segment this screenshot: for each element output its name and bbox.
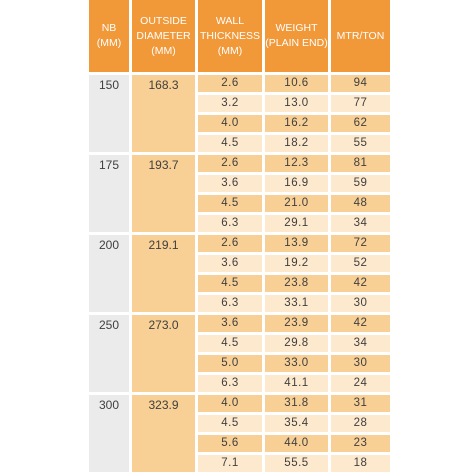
weight-cell: 23.8 bbox=[265, 275, 328, 292]
weight-cell: 44.0 bbox=[265, 435, 328, 452]
header-mtr-per-ton: MTR/TON bbox=[331, 0, 390, 72]
nb-group: 300 323.9 4.0 4.5 5.6 7.1 31.8 35.4 44.0 55.5 31 28… bbox=[89, 395, 452, 472]
wall-thickness-cell: 5.6 bbox=[198, 435, 262, 452]
wall-thickness-column: 2.6 3.6 4.5 6.3 bbox=[198, 155, 262, 232]
weight-column: 31.8 35.4 44.0 55.5 bbox=[265, 395, 328, 472]
weight-cell: 12.3 bbox=[265, 155, 328, 172]
nb-cell: 250 bbox=[89, 315, 129, 392]
weight-cell: 13.0 bbox=[265, 95, 328, 112]
nb-cell: 175 bbox=[89, 155, 129, 232]
mtr-per-ton-cell: 30 bbox=[331, 295, 390, 312]
wall-thickness-cell: 4.0 bbox=[198, 395, 262, 412]
outside-diameter-cell: 323.9 bbox=[132, 395, 195, 472]
wall-thickness-cell: 2.6 bbox=[198, 75, 262, 92]
mtr-per-ton-cell: 18 bbox=[331, 455, 390, 472]
weight-cell: 23.9 bbox=[265, 315, 328, 332]
weight-cell: 10.6 bbox=[265, 75, 328, 92]
nb-group: 200 219.1 2.6 3.6 4.5 6.3 13.9 19.2 23.8 33.1 72 52… bbox=[89, 235, 452, 312]
mtr-per-ton-cell: 34 bbox=[331, 335, 390, 352]
mtr-per-ton-cell: 28 bbox=[331, 415, 390, 432]
weight-cell: 13.9 bbox=[265, 235, 328, 252]
wall-thickness-column: 2.6 3.6 4.5 6.3 bbox=[198, 235, 262, 312]
table-header: NB (mm) OUTSIDE DIAMETER (mm) WALL THICK… bbox=[89, 0, 452, 72]
weight-cell: 31.8 bbox=[265, 395, 328, 412]
mtr-per-ton-cell: 42 bbox=[331, 315, 390, 332]
wall-thickness-cell: 4.0 bbox=[198, 115, 262, 132]
weight-cell: 16.2 bbox=[265, 115, 328, 132]
wall-thickness-cell: 7.1 bbox=[198, 455, 262, 472]
header-wall-thickness: WALL THICKNESS (mm) bbox=[198, 0, 262, 72]
outside-diameter-cell: 193.7 bbox=[132, 155, 195, 232]
wall-thickness-cell: 6.3 bbox=[198, 215, 262, 232]
wall-thickness-cell: 5.0 bbox=[198, 355, 262, 372]
mtr-per-ton-cell: 30 bbox=[331, 355, 390, 372]
weight-column: 10.6 13.0 16.2 18.2 bbox=[265, 75, 328, 152]
mtr-per-ton-cell: 72 bbox=[331, 235, 390, 252]
weight-cell: 33.0 bbox=[265, 355, 328, 372]
mtr-per-ton-column: 94 77 62 55 bbox=[331, 75, 390, 152]
wall-thickness-cell: 4.5 bbox=[198, 275, 262, 292]
mtr-per-ton-column: 72 52 42 30 bbox=[331, 235, 390, 312]
nb-cell: 300 bbox=[89, 395, 129, 472]
header-weight: WEIGHT (PLAIN END) bbox=[265, 0, 328, 72]
mtr-per-ton-cell: 42 bbox=[331, 275, 390, 292]
mtr-per-ton-cell: 59 bbox=[331, 175, 390, 192]
mtr-per-ton-column: 81 59 48 34 bbox=[331, 155, 390, 232]
mtr-per-ton-cell: 62 bbox=[331, 115, 390, 132]
wall-thickness-cell: 2.6 bbox=[198, 235, 262, 252]
table-body: 150 168.3 2.6 3.2 4.0 4.5 10.6 13.0 16.2 18.2 94 77… bbox=[89, 75, 452, 472]
weight-cell: 41.1 bbox=[265, 375, 328, 392]
weight-cell: 35.4 bbox=[265, 415, 328, 432]
mtr-per-ton-cell: 94 bbox=[331, 75, 390, 92]
pipe-spec-table: NB (mm) OUTSIDE DIAMETER (mm) WALL THICK… bbox=[89, 0, 452, 472]
outside-diameter-cell: 219.1 bbox=[132, 235, 195, 312]
nb-group: 150 168.3 2.6 3.2 4.0 4.5 10.6 13.0 16.2 18.2 94 77… bbox=[89, 75, 452, 152]
nb-group: 175 193.7 2.6 3.6 4.5 6.3 12.3 16.9 21.0 29.1 81 59… bbox=[89, 155, 452, 232]
mtr-per-ton-cell: 34 bbox=[331, 215, 390, 232]
wall-thickness-cell: 3.6 bbox=[198, 255, 262, 272]
wall-thickness-cell: 3.2 bbox=[198, 95, 262, 112]
nb-cell: 200 bbox=[89, 235, 129, 312]
weight-column: 12.3 16.9 21.0 29.1 bbox=[265, 155, 328, 232]
mtr-per-ton-column: 42 34 30 24 bbox=[331, 315, 390, 392]
mtr-per-ton-cell: 55 bbox=[331, 135, 390, 152]
wall-thickness-column: 4.0 4.5 5.6 7.1 bbox=[198, 395, 262, 472]
weight-cell: 29.1 bbox=[265, 215, 328, 232]
mtr-per-ton-cell: 31 bbox=[331, 395, 390, 412]
weight-cell: 21.0 bbox=[265, 195, 328, 212]
wall-thickness-cell: 3.6 bbox=[198, 175, 262, 192]
wall-thickness-cell: 4.5 bbox=[198, 415, 262, 432]
mtr-per-ton-cell: 77 bbox=[331, 95, 390, 112]
nb-group: 250 273.0 3.6 4.5 5.0 6.3 23.9 29.8 33.0 41.1 42 34… bbox=[89, 315, 452, 392]
outside-diameter-cell: 273.0 bbox=[132, 315, 195, 392]
mtr-per-ton-cell: 52 bbox=[331, 255, 390, 272]
mtr-per-ton-cell: 81 bbox=[331, 155, 390, 172]
weight-cell: 33.1 bbox=[265, 295, 328, 312]
weight-cell: 18.2 bbox=[265, 135, 328, 152]
weight-cell: 29.8 bbox=[265, 335, 328, 352]
wall-thickness-cell: 6.3 bbox=[198, 375, 262, 392]
weight-column: 23.9 29.8 33.0 41.1 bbox=[265, 315, 328, 392]
wall-thickness-cell: 3.6 bbox=[198, 315, 262, 332]
weight-cell: 16.9 bbox=[265, 175, 328, 192]
wall-thickness-cell: 4.5 bbox=[198, 135, 262, 152]
wall-thickness-cell: 2.6 bbox=[198, 155, 262, 172]
nb-cell: 150 bbox=[89, 75, 129, 152]
wall-thickness-cell: 6.3 bbox=[198, 295, 262, 312]
weight-column: 13.9 19.2 23.8 33.1 bbox=[265, 235, 328, 312]
mtr-per-ton-cell: 23 bbox=[331, 435, 390, 452]
weight-cell: 55.5 bbox=[265, 455, 328, 472]
mtr-per-ton-cell: 24 bbox=[331, 375, 390, 392]
wall-thickness-column: 2.6 3.2 4.0 4.5 bbox=[198, 75, 262, 152]
header-nb: NB (mm) bbox=[89, 0, 129, 72]
wall-thickness-column: 3.6 4.5 5.0 6.3 bbox=[198, 315, 262, 392]
outside-diameter-cell: 168.3 bbox=[132, 75, 195, 152]
wall-thickness-cell: 4.5 bbox=[198, 335, 262, 352]
mtr-per-ton-column: 31 28 23 18 bbox=[331, 395, 390, 472]
mtr-per-ton-cell: 48 bbox=[331, 195, 390, 212]
header-outside-diameter: OUTSIDE DIAMETER (mm) bbox=[132, 0, 195, 72]
weight-cell: 19.2 bbox=[265, 255, 328, 272]
wall-thickness-cell: 4.5 bbox=[198, 195, 262, 212]
